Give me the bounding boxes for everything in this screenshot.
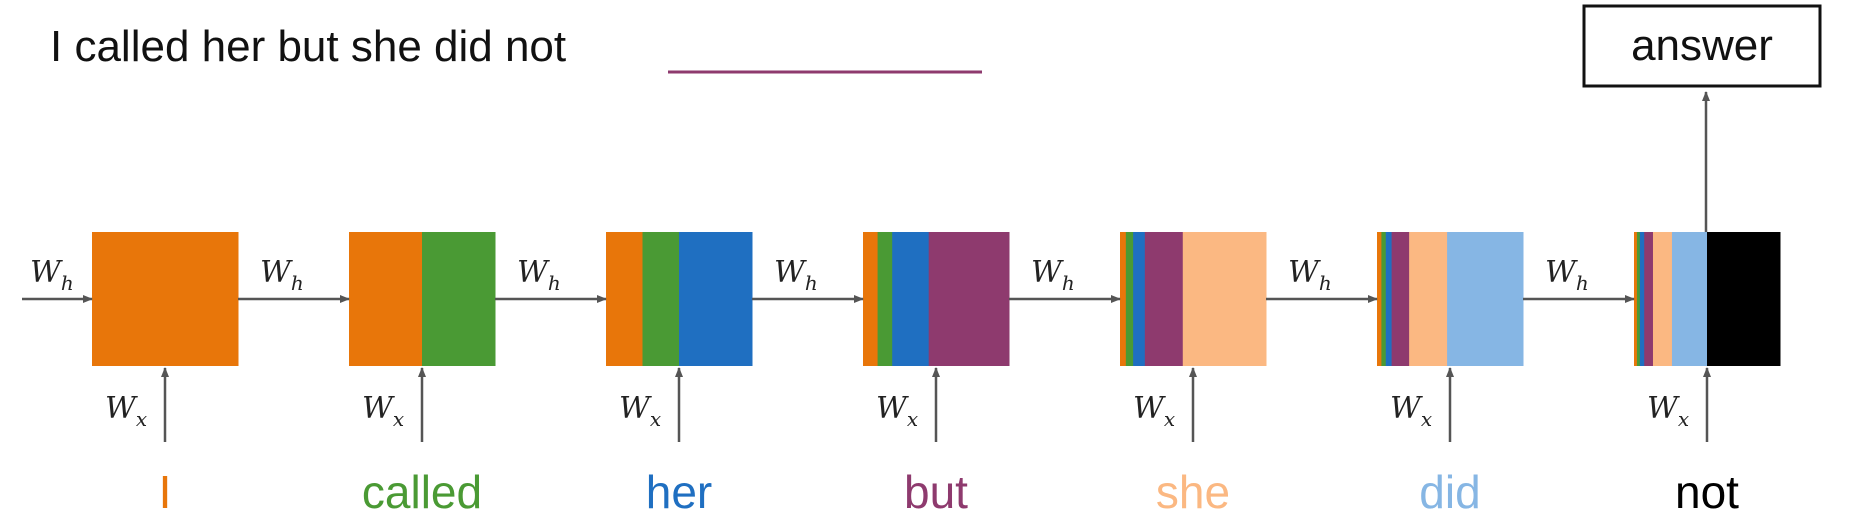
word-5: she — [1156, 466, 1230, 518]
word-1: I — [159, 466, 172, 518]
sentence-prompt: I called her but she did not — [50, 22, 566, 71]
rnn-cell-4 — [863, 232, 1010, 366]
cell-6-segment-6 — [1447, 232, 1524, 366]
rnn-cell-6 — [1377, 232, 1524, 366]
cell-3-segment-3 — [679, 232, 753, 366]
word-4: but — [904, 466, 968, 518]
cell-6-segment-1 — [1377, 232, 1382, 366]
hidden-weight-label-4: Wh — [1031, 255, 1075, 295]
arrows-layer — [22, 295, 1711, 442]
rnn-cell-3 — [606, 232, 753, 366]
cell-6-segment-4 — [1391, 232, 1410, 366]
input-weight-label-4: Wx — [876, 391, 918, 431]
cell-5-segment-2 — [1125, 232, 1134, 366]
cell-7-segment-3 — [1639, 232, 1645, 366]
cell-5-segment-4 — [1144, 232, 1184, 366]
cell-5-segment-3 — [1133, 232, 1146, 366]
cell-3-segment-2 — [642, 232, 680, 366]
rnn-cell-7 — [1634, 232, 1781, 366]
word-2: called — [362, 466, 482, 518]
answer-label: answer — [1631, 21, 1773, 70]
cell-7-segment-2 — [1636, 232, 1641, 366]
input-weight-label-7: Wx — [1647, 391, 1689, 431]
input-weight-label-2: Wx — [362, 391, 404, 431]
cell-7-segment-6 — [1671, 232, 1708, 366]
cell-3-segment-1 — [606, 232, 643, 366]
cell-4-segment-1 — [863, 232, 879, 366]
cell-5-segment-1 — [1120, 232, 1127, 366]
hidden-weight-label-2: Wh — [517, 255, 561, 295]
cell-4-segment-2 — [877, 232, 893, 366]
hidden-weight-label-initial: Wh — [30, 255, 74, 295]
hidden-weight-label-1: Wh — [260, 255, 304, 295]
answer-box — [1582, 4, 1822, 88]
hidden-weight-label-5: Wh — [1288, 255, 1332, 295]
input-weight-label-5: Wx — [1133, 391, 1175, 431]
input-weight-label-1: Wx — [105, 391, 147, 431]
cells-layer — [92, 232, 1781, 366]
cell-7-segment-5 — [1652, 232, 1673, 366]
rnn-cell-5 — [1120, 232, 1267, 366]
cell-2-segment-1 — [349, 232, 423, 366]
cell-7-segment-4 — [1644, 232, 1654, 366]
word-3: her — [646, 466, 712, 518]
cell-5-segment-5 — [1182, 232, 1267, 366]
input-weight-label-6: Wx — [1390, 391, 1432, 431]
rnn-cell-1 — [92, 232, 239, 366]
cell-6-segment-5 — [1409, 232, 1448, 366]
rnn-cell-2 — [349, 232, 496, 366]
cell-6-segment-2 — [1381, 232, 1387, 366]
hidden-weight-label-6: Wh — [1545, 255, 1589, 295]
word-7: not — [1675, 466, 1739, 518]
cell-4-segment-4 — [928, 232, 1010, 366]
cell-4-segment-3 — [892, 232, 930, 366]
hidden-weight-label-3: Wh — [774, 255, 818, 295]
input-weight-label-3: Wx — [619, 391, 661, 431]
labels-layer: Wh Wx Wh Wx Wh Wx Wh Wx Wh Wx Wh Wx Wh Wx — [30, 255, 1689, 431]
cell-6-segment-3 — [1385, 232, 1393, 366]
cell-1-segment-1 — [92, 232, 239, 366]
word-6: did — [1419, 466, 1480, 518]
cell-7-segment-7 — [1707, 232, 1781, 366]
cell-2-segment-2 — [422, 232, 496, 366]
cell-7-segment-1 — [1634, 232, 1638, 366]
